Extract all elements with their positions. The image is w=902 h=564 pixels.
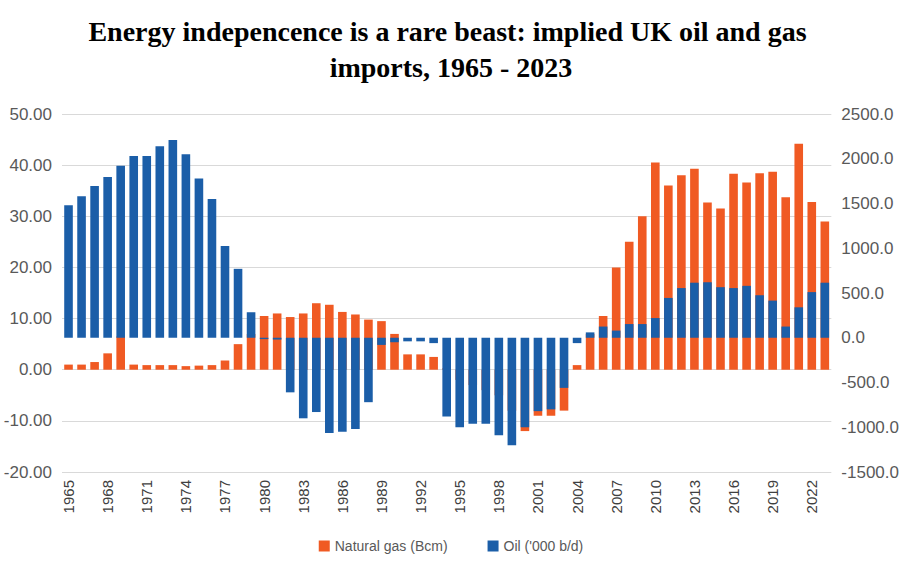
svg-text:50.00: 50.00 <box>9 105 52 124</box>
svg-text:2013: 2013 <box>686 480 703 513</box>
svg-text:1986: 1986 <box>334 480 351 513</box>
svg-text:Oil ('000 b/d): Oil ('000 b/d) <box>504 538 584 554</box>
svg-text:1992: 1992 <box>412 480 429 513</box>
svg-text:2007: 2007 <box>608 480 625 513</box>
svg-text:2000.0: 2000.0 <box>841 149 893 168</box>
svg-text:30.00: 30.00 <box>9 207 52 226</box>
svg-text:2019: 2019 <box>764 480 781 513</box>
svg-text:10.00: 10.00 <box>9 309 52 328</box>
svg-text:1968: 1968 <box>99 480 116 513</box>
svg-text:1000.0: 1000.0 <box>841 239 893 258</box>
svg-text:0.0: 0.0 <box>841 328 865 347</box>
svg-text:0.00: 0.00 <box>19 360 52 379</box>
svg-text:1995: 1995 <box>451 480 468 513</box>
svg-text:2004: 2004 <box>569 480 586 513</box>
svg-text:1989: 1989 <box>373 480 390 513</box>
svg-text:2022: 2022 <box>803 480 820 513</box>
svg-text:2010: 2010 <box>647 480 664 513</box>
svg-text:1500.0: 1500.0 <box>841 194 893 213</box>
svg-text:2001: 2001 <box>529 480 546 513</box>
svg-text:2500.0: 2500.0 <box>841 105 893 124</box>
svg-text:1971: 1971 <box>138 480 155 513</box>
svg-text:1965: 1965 <box>60 480 77 513</box>
svg-text:-1500.0: -1500.0 <box>841 463 899 482</box>
svg-text:1998: 1998 <box>490 480 507 513</box>
svg-text:1974: 1974 <box>177 480 194 513</box>
svg-text:1983: 1983 <box>295 480 312 513</box>
svg-text:Energy indepencence is a rare: Energy indepencence is a rare beast: imp… <box>88 16 813 47</box>
svg-text:imports, 1965 - 2023: imports, 1965 - 2023 <box>330 52 573 83</box>
svg-text:40.00: 40.00 <box>9 156 52 175</box>
svg-text:20.00: 20.00 <box>9 258 52 277</box>
svg-text:1980: 1980 <box>256 480 273 513</box>
svg-text:Natural gas (Bcm): Natural gas (Bcm) <box>335 538 448 554</box>
svg-text:-20.00: -20.00 <box>4 463 52 482</box>
svg-text:-10.00: -10.00 <box>4 411 52 430</box>
svg-text:2016: 2016 <box>725 480 742 513</box>
svg-text:-1000.0: -1000.0 <box>841 418 899 437</box>
svg-text:500.0: 500.0 <box>841 284 884 303</box>
svg-text:1977: 1977 <box>216 480 233 513</box>
svg-text:-500.0: -500.0 <box>841 373 889 392</box>
